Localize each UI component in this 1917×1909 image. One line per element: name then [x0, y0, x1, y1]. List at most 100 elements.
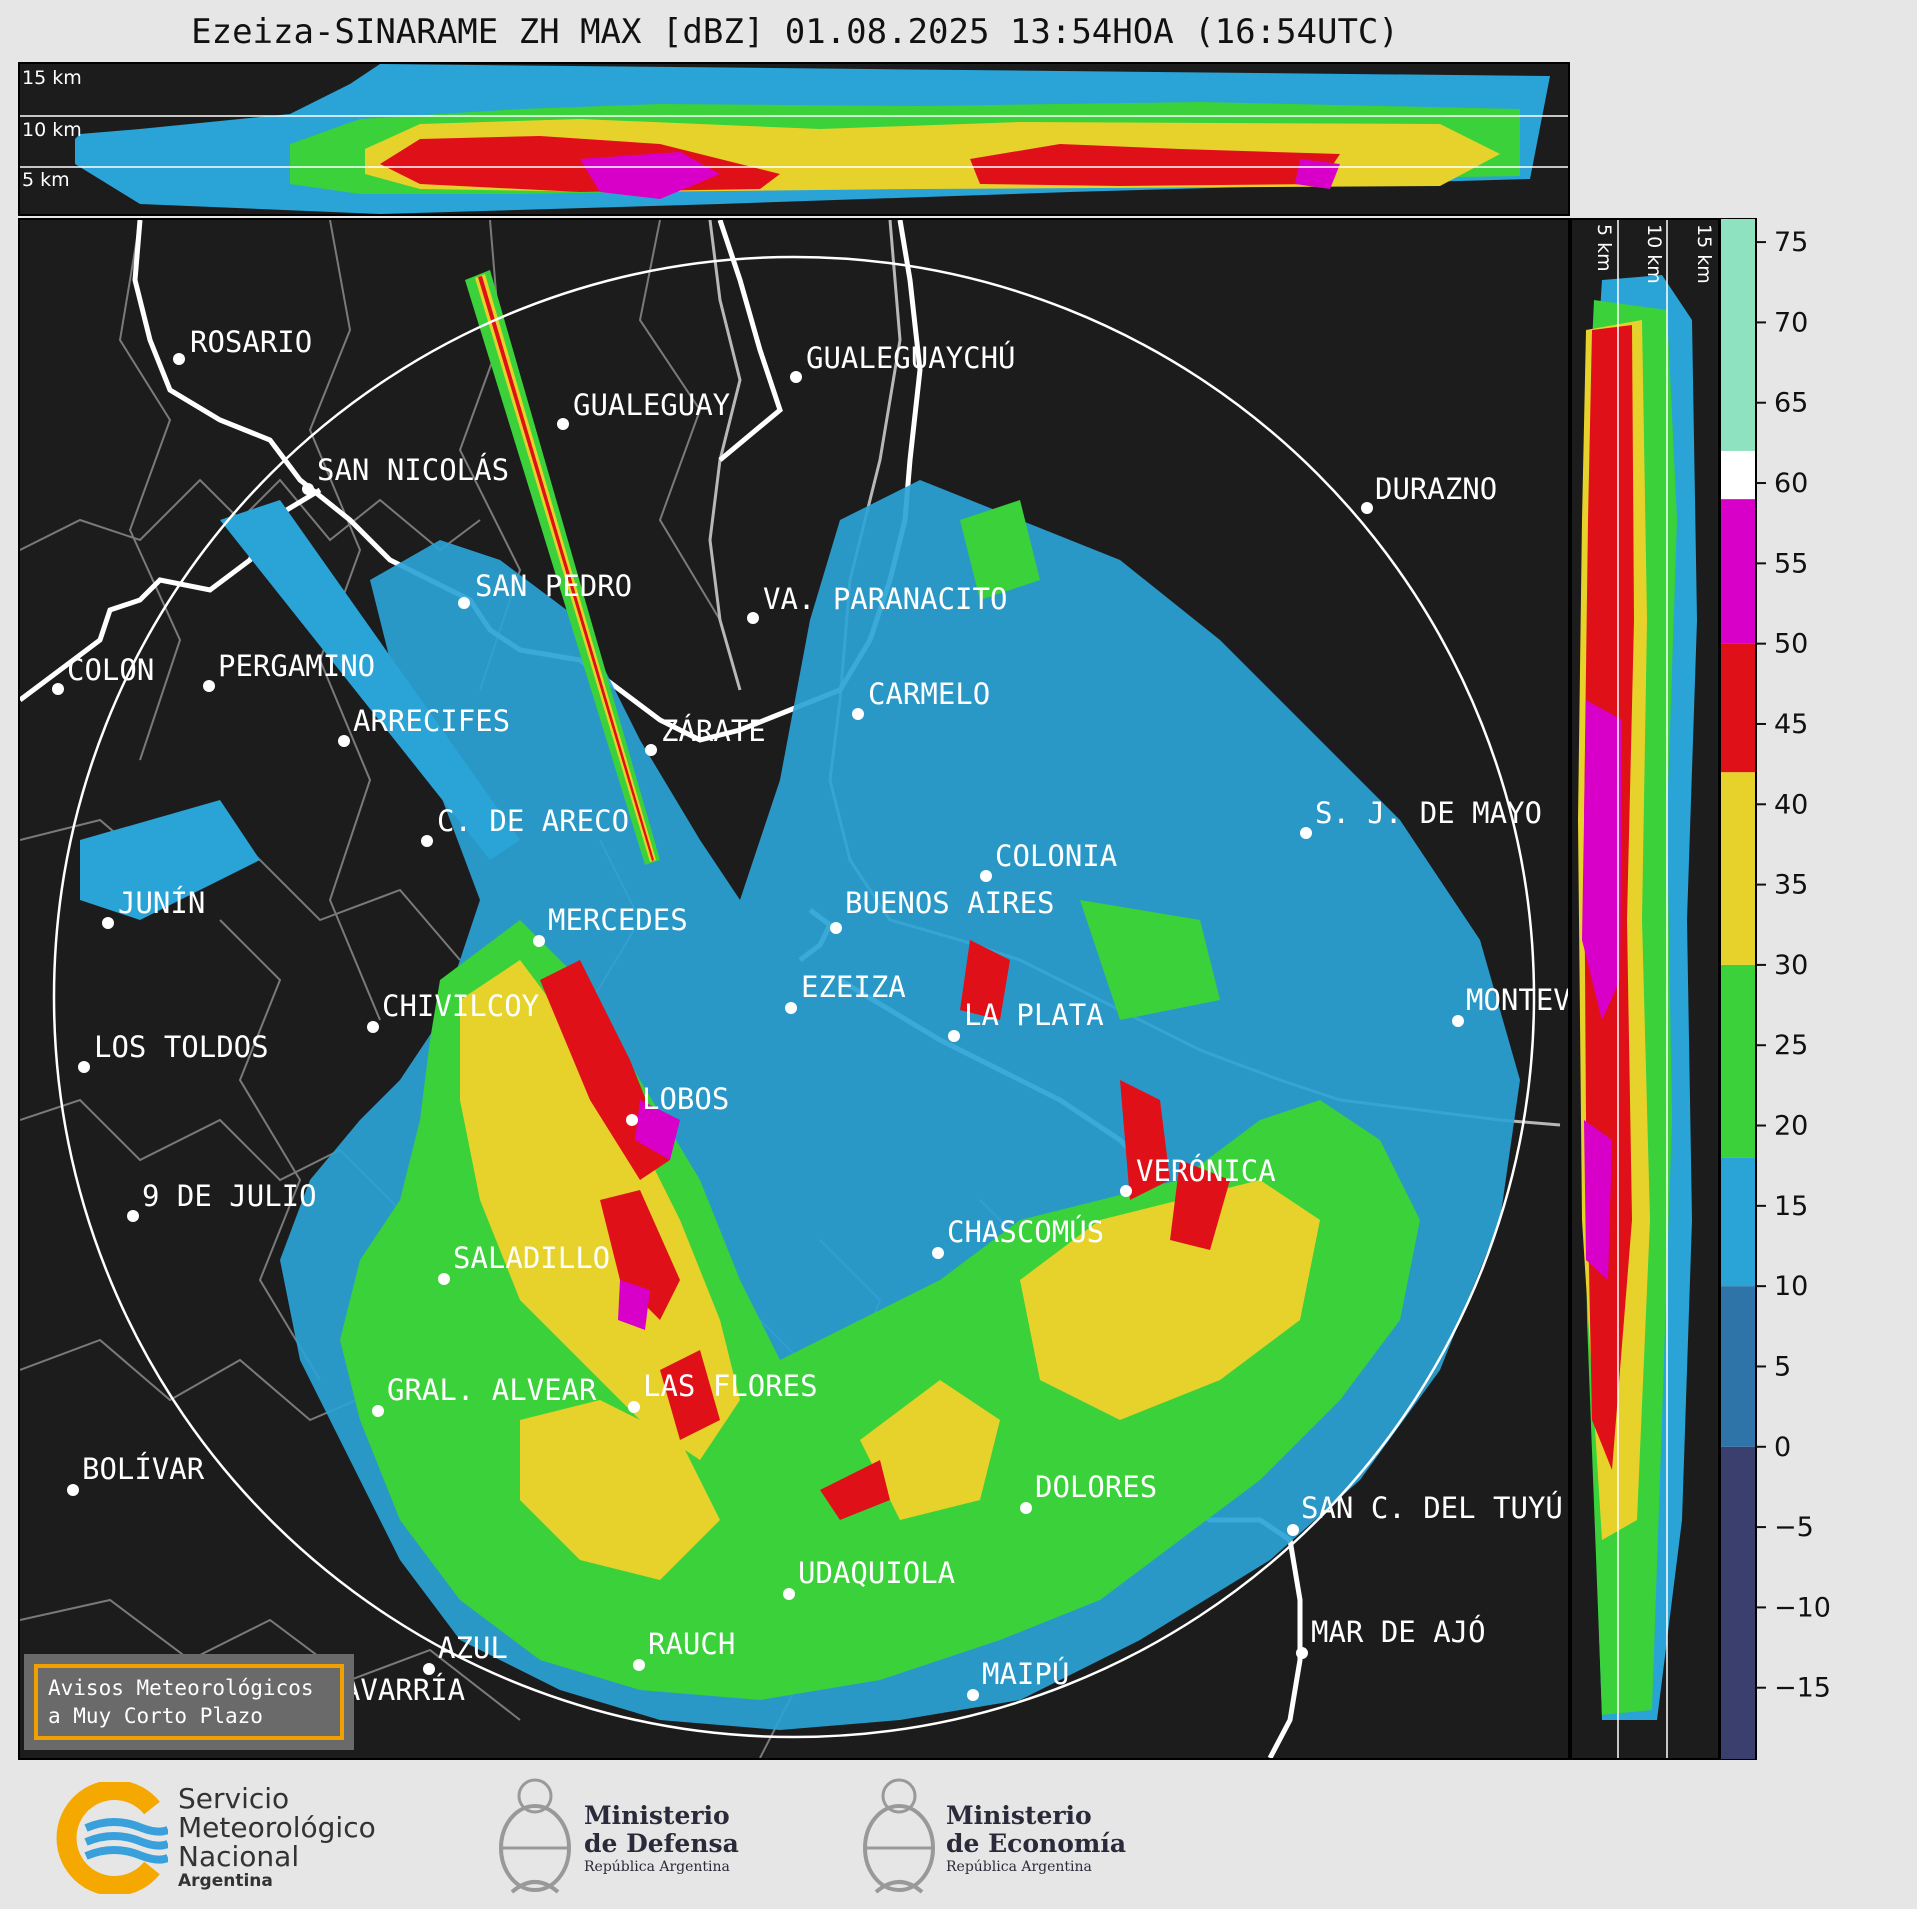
- echo-weak-streak: [220, 500, 520, 860]
- defensa-line: Ministerio: [584, 1801, 730, 1830]
- range-ring: [52, 255, 1536, 1739]
- city-label: VA. PARANACITO: [763, 582, 1007, 616]
- city-marker: [557, 418, 569, 430]
- echo-weak-streak: [80, 800, 260, 920]
- city-marker: [645, 744, 657, 756]
- echo-strong-area: [1020, 1180, 1320, 1420]
- city-marker: [533, 935, 545, 947]
- colorbar-tick-label: 65: [1774, 388, 1808, 419]
- colorbar-band: [1720, 499, 1756, 644]
- city-label: DURAZNO: [1375, 472, 1497, 506]
- city-marker: [203, 680, 215, 692]
- notice-line: Avisos Meteorológicos: [48, 1676, 314, 1700]
- city-marker: [302, 483, 314, 495]
- side-cross-section-panel: 5 km 10 km 15 km: [1570, 218, 1720, 1760]
- city-label: UDAQUIOLA: [798, 1556, 955, 1590]
- economia-logo-text: Ministerio de Economía República Argenti…: [946, 1802, 1126, 1876]
- colorbar-tick-label: 20: [1774, 1111, 1808, 1142]
- echo-strong-area: [460, 960, 740, 1460]
- coat-of-arms-icon: [499, 1778, 571, 1894]
- echo-heavy-cell: [1170, 1160, 1230, 1250]
- colorbar: 75 70 65 60 55 50 45 40 35 30 25 20 15 10 5 0 −5 −10 −15: [1720, 218, 1880, 1760]
- city-marker: [173, 353, 185, 365]
- echo-radial-spike: [478, 276, 654, 861]
- city-label: CARMELO: [868, 677, 990, 711]
- defensa-logo-text: Ministerio de Defensa República Argentin…: [584, 1802, 739, 1876]
- colorbar-tick-label: 35: [1774, 870, 1808, 901]
- colorbar-tick-label: −10: [1774, 1592, 1831, 1623]
- colorbar-band: [1720, 964, 1756, 1158]
- colorbar-tick-label: 0: [1774, 1432, 1791, 1463]
- colorbar-band: [1720, 643, 1756, 773]
- city-label: SAN PEDRO: [475, 569, 632, 603]
- smn-line: Argentina: [178, 1871, 273, 1891]
- city-marker: [1452, 1015, 1464, 1027]
- city-marker: [830, 922, 842, 934]
- city-marker: [102, 917, 114, 929]
- colorbar-band: [1720, 1286, 1756, 1447]
- echo-heavy-cell: [660, 1350, 720, 1440]
- colorbar-frame: [1720, 218, 1757, 1760]
- city-marker: [948, 1030, 960, 1042]
- economia-line: Ministerio: [946, 1801, 1092, 1830]
- city-marker: [367, 1021, 379, 1033]
- city-marker: [852, 708, 864, 720]
- city-markers: [52, 353, 1464, 1717]
- colorbar-tick-label: 10: [1774, 1271, 1808, 1302]
- city-label: MERCEDES: [548, 903, 688, 937]
- page-title: Ezeiza-SINARAME ZH MAX [dBZ] 01.08.2025 …: [191, 12, 1399, 52]
- footer-logos: Servicio Meteorológico Nacional Argentin…: [0, 1762, 1917, 1909]
- colorbar-tick-label: 70: [1774, 307, 1808, 338]
- city-label: S. J. DE MAYO: [1315, 796, 1542, 830]
- city-marker: [932, 1247, 944, 1259]
- notice-box[interactable]: Avisos Meteorológicos a Muy Corto Plazo: [24, 1654, 354, 1750]
- city-label: RAUCH: [648, 1627, 735, 1661]
- top-cross-section-plot: 15 km 10 km 5 km: [20, 64, 1568, 214]
- colorbar-band: [1720, 450, 1756, 500]
- city-marker: [783, 1588, 795, 1600]
- city-label: COLONIA: [995, 839, 1117, 873]
- city-marker: [338, 735, 350, 747]
- colorbar-band: [1720, 1446, 1756, 1760]
- echo-strong-area: [520, 1400, 720, 1580]
- echo-moderate-cell: [960, 500, 1040, 600]
- radar-map-panel: ROSARIO GUALEGUAYCHÚ GUALEGUAY SAN NICOL…: [18, 218, 1570, 1760]
- colorbar-tick-label: −5: [1774, 1512, 1814, 1543]
- side-altitude-label: 5 km: [1593, 224, 1615, 272]
- colorbar-tick-label: −15: [1774, 1673, 1831, 1704]
- notice-frame[interactable]: Avisos Meteorológicos a Muy Corto Plazo: [34, 1664, 344, 1740]
- colorbar-band: [1720, 772, 1756, 965]
- colorbar-tick-label: 40: [1774, 789, 1808, 820]
- top-echo-extreme: [580, 152, 1340, 199]
- city-marker: [633, 1659, 645, 1671]
- city-marker: [785, 1002, 797, 1014]
- city-marker: [967, 1689, 979, 1701]
- city-label: LA PLATA: [964, 998, 1104, 1032]
- smn-logo-icon: [56, 1782, 168, 1894]
- city-marker: [1300, 827, 1312, 839]
- city-label: ARRECIFES: [353, 704, 510, 738]
- echo-heavy-cell: [960, 940, 1010, 1020]
- city-marker: [980, 870, 992, 882]
- city-marker: [747, 612, 759, 624]
- defensa-line: República Argentina: [584, 1859, 730, 1875]
- defensa-line: de Defensa: [584, 1829, 739, 1858]
- city-label: VERÓNICA: [1136, 1154, 1276, 1188]
- colorbar-tick-label: 30: [1774, 950, 1808, 981]
- echo-layer: [80, 270, 1520, 1730]
- top-altitude-label: 5 km: [22, 169, 70, 191]
- radar-map: ROSARIO GUALEGUAYCHÚ GUALEGUAY SAN NICOL…: [20, 220, 1568, 1758]
- echo-strong-area: [860, 1380, 1000, 1520]
- city-label: AZUL: [438, 1631, 508, 1665]
- city-label: COLON: [67, 653, 154, 687]
- colorbar-tick-label: 5: [1774, 1351, 1791, 1382]
- coat-of-arms-icon: [863, 1778, 935, 1894]
- city-label: PERGAMINO: [218, 649, 375, 683]
- city-marker: [1296, 1647, 1308, 1659]
- echo-extreme-cell: [618, 1280, 650, 1330]
- colorbar-tick-label: 50: [1774, 629, 1808, 660]
- city-label: LOS TOLDOS: [94, 1030, 269, 1064]
- city-label: ZÁRATE: [661, 714, 766, 748]
- city-label: LAS FLORES: [643, 1369, 818, 1403]
